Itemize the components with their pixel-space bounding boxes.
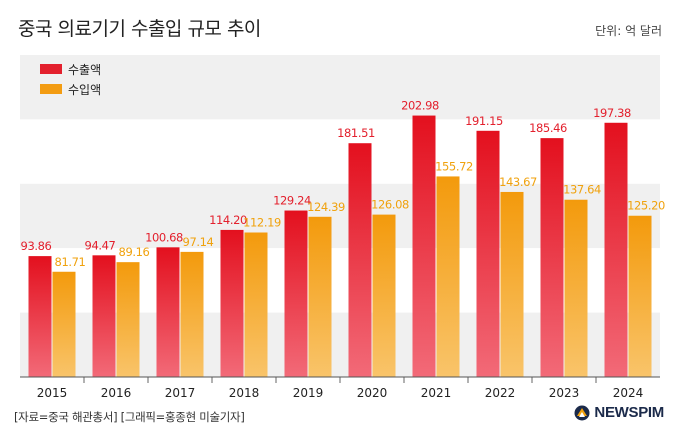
newspim-logo: NEWSPIM	[574, 404, 664, 421]
export-bar	[156, 247, 180, 377]
legend-export-swatch	[40, 64, 62, 74]
export-value-label: 197.38	[593, 106, 631, 120]
export-value-label: 191.15	[465, 114, 503, 128]
import-bar	[52, 271, 76, 377]
import-bar	[180, 251, 204, 377]
export-bar	[604, 122, 628, 377]
legend-import-swatch	[40, 84, 62, 94]
export-value-label: 94.47	[85, 238, 116, 252]
export-bar	[28, 256, 52, 377]
export-bar	[476, 130, 500, 377]
legend-export-label: 수출액	[68, 63, 101, 77]
x-tick-label: 2018	[229, 386, 260, 400]
export-bar	[284, 210, 308, 377]
x-tick-label: 2016	[101, 386, 132, 400]
x-tick-label: 2015	[37, 386, 68, 400]
import-bar	[628, 215, 652, 377]
import-bar	[116, 262, 140, 377]
export-value-label: 100.68	[145, 230, 183, 244]
import-bar	[244, 232, 268, 377]
x-tick-label: 2020	[357, 386, 388, 400]
export-bar	[220, 229, 244, 377]
newspim-logo-icon	[574, 405, 590, 420]
import-value-label: 143.67	[499, 175, 537, 189]
export-value-label: 181.51	[337, 126, 375, 140]
export-value-label: 129.24	[273, 194, 311, 208]
background-band	[20, 248, 660, 313]
x-tick-label: 2022	[485, 386, 516, 400]
export-value-label: 202.98	[401, 99, 439, 113]
import-value-label: 137.64	[563, 183, 601, 197]
legend-import-label: 수입액	[68, 83, 101, 97]
export-value-label: 114.20	[209, 213, 247, 227]
x-tick-label: 2019	[293, 386, 324, 400]
x-tick-label: 2024	[613, 386, 644, 400]
x-tick-label: 2021	[421, 386, 452, 400]
export-bar	[92, 255, 116, 377]
background-band	[20, 312, 660, 377]
export-bar	[540, 138, 564, 377]
import-value-label: 125.20	[627, 199, 665, 213]
x-axis: 2015 2016 2017 2018 2019 2020 2021 2022 2023 2024	[20, 376, 660, 400]
export-value-label: 93.86	[21, 239, 52, 253]
export-value-label: 185.46	[529, 121, 567, 135]
x-tick-label: 2017	[165, 386, 196, 400]
import-bar	[308, 216, 332, 377]
import-value-label: 155.72	[435, 159, 473, 173]
x-tick-label: 2023	[549, 386, 580, 400]
import-bar	[500, 191, 524, 377]
import-bar	[372, 214, 396, 377]
source-note: [자료=중국 해관총서] [그래픽=홍종현 미술기자]	[14, 410, 245, 424]
background-bands	[20, 55, 660, 377]
import-bar	[564, 199, 588, 377]
logo-text: NEWSPIM	[594, 404, 664, 421]
import-value-label: 89.16	[119, 245, 150, 259]
unit-label: 단위: 억 달러	[595, 24, 662, 38]
export-bar	[412, 115, 436, 377]
import-value-label: 126.08	[371, 198, 409, 212]
import-value-label: 81.71	[55, 255, 86, 269]
import-bar	[436, 176, 460, 377]
chart-title: 중국 의료기기 수출입 규모 추이	[18, 18, 261, 40]
import-value-label: 97.14	[183, 235, 214, 249]
bars-group	[28, 115, 652, 377]
import-value-label: 112.19	[243, 215, 281, 229]
background-band	[20, 55, 660, 120]
export-bar	[348, 143, 372, 377]
import-value-label: 124.39	[307, 200, 345, 214]
